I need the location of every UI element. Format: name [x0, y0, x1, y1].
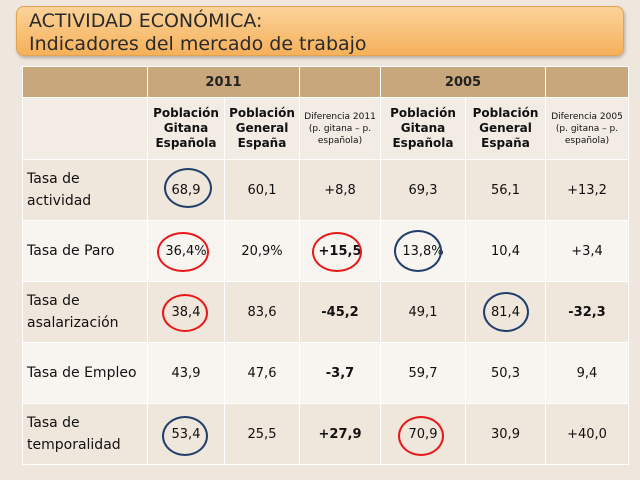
- table-cell: 50,3: [465, 342, 546, 404]
- table-cell: +3,4: [545, 220, 629, 282]
- slide-title: ACTIVIDAD ECONÓMICA: Indicadores del mer…: [16, 6, 624, 56]
- col-header-gitana-2005: Población Gitana Española: [380, 97, 466, 160]
- col-header-diferencia-2005: Diferencia 2005 (p. gitana – p. española…: [545, 97, 629, 160]
- table-cell: 81,4: [465, 281, 546, 343]
- col-header-general-2011: Población General España: [224, 97, 300, 160]
- table-cell: 13,8%: [380, 220, 466, 282]
- table-cell: 25,5: [224, 403, 300, 465]
- table-cell: 59,7: [380, 342, 466, 404]
- empty-header-cell: [545, 66, 629, 98]
- row-label: Tasa de actividad: [22, 159, 148, 221]
- table-cell: +8,8: [299, 159, 381, 221]
- table-row: Tasa de actividad 68,9 60,1 +8,8 69,3 56…: [22, 159, 629, 221]
- title-line-2: Indicadores del mercado de trabajo: [29, 33, 367, 55]
- empty-header-cell: [299, 66, 381, 98]
- table-cell: 30,9: [465, 403, 546, 465]
- table-cell: 36,4%: [147, 220, 225, 282]
- table-cell: 68,9: [147, 159, 225, 221]
- table-cell: 38,4: [147, 281, 225, 343]
- table-cell: 60,1: [224, 159, 300, 221]
- table-cell: 70,9: [380, 403, 466, 465]
- table-row: Tasa de Empleo 43,9 47,6 -3,7 59,7 50,3 …: [22, 342, 629, 404]
- table-row: Tasa de Paro 36,4% 20,9% +15,5 13,8% 10,…: [22, 220, 629, 282]
- table-cell: +27,9: [299, 403, 381, 465]
- table-cell: +13,2: [545, 159, 629, 221]
- row-label: Tasa de asalarización: [22, 281, 148, 343]
- col-header-gitana-2011: Población Gitana Española: [147, 97, 225, 160]
- year-2005-header: 2005: [380, 66, 546, 98]
- labour-market-table: 2011 2005 Población Gitana Española Pobl…: [22, 66, 629, 465]
- table-cell: 53,4: [147, 403, 225, 465]
- table-cell: 56,1: [465, 159, 546, 221]
- table-cell: 47,6: [224, 342, 300, 404]
- row-label: Tasa de Paro: [22, 220, 148, 282]
- table-row: Tasa de temporalidad 53,4 25,5 +27,9 70,…: [22, 403, 629, 465]
- year-2011-header: 2011: [147, 66, 300, 98]
- empty-header-cell: [22, 97, 148, 160]
- table-cell: +40,0: [545, 403, 629, 465]
- table-cell: 69,3: [380, 159, 466, 221]
- col-header-diferencia-2011: Diferencia 2011 (p. gitana – p. española…: [299, 97, 381, 160]
- row-label: Tasa de temporalidad: [22, 403, 148, 465]
- table-cell: 20,9%: [224, 220, 300, 282]
- year-header-row: 2011 2005: [22, 66, 629, 98]
- table-cell: 43,9: [147, 342, 225, 404]
- title-line-1: ACTIVIDAD ECONÓMICA:: [29, 10, 263, 32]
- table-cell: 9,4: [545, 342, 629, 404]
- table-cell: 49,1: [380, 281, 466, 343]
- empty-header-cell: [22, 66, 148, 98]
- table-cell: -32,3: [545, 281, 629, 343]
- table-cell: -3,7: [299, 342, 381, 404]
- column-header-row: Población Gitana Española Población Gene…: [22, 97, 629, 160]
- table-cell: -45,2: [299, 281, 381, 343]
- table-cell: 10,4: [465, 220, 546, 282]
- table-row: Tasa de asalarización 38,4 83,6 -45,2 49…: [22, 281, 629, 343]
- col-header-general-2005: Población General España: [465, 97, 546, 160]
- row-label: Tasa de Empleo: [22, 342, 148, 404]
- table-cell: 83,6: [224, 281, 300, 343]
- table-cell: +15,5: [299, 220, 381, 282]
